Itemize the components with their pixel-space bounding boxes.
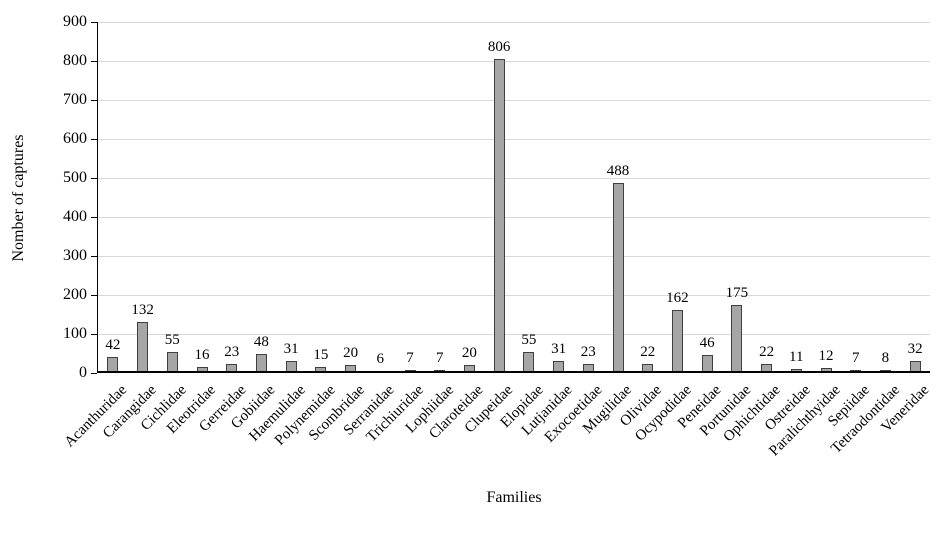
bar [731,304,743,373]
bar-value-label: 22 [640,344,656,361]
bar [107,356,119,373]
y-tick-mark [91,177,97,179]
gridline [98,60,930,62]
bar-value-label: 488 [606,162,630,179]
y-tick-label: 0 [79,364,87,381]
bar [196,366,208,373]
bar-value-label: 20 [343,345,359,362]
y-tick-mark [91,255,97,257]
bar [582,364,594,373]
bar-value-label: 7 [435,350,444,367]
bar-value-label: 23 [580,344,596,361]
bar-value-label: 55 [521,331,537,348]
bar [523,351,535,373]
y-axis-line [97,22,98,373]
bar-value-label: 7 [851,350,860,367]
y-tick-label: 900 [63,13,87,30]
bar-value-label: 6 [376,350,385,367]
bar [137,321,149,373]
gridline [98,138,930,140]
gridline [98,216,930,218]
bar-value-label: 23 [224,344,240,361]
bar-value-label: 32 [907,340,923,357]
bar-value-label: 48 [253,334,269,351]
y-tick-label: 500 [63,169,87,186]
bar [345,365,357,373]
bar-value-label: 175 [725,284,749,301]
bar [671,309,683,373]
bar [166,351,178,373]
gridline [98,177,930,179]
y-tick-mark [91,138,97,140]
bar [493,58,505,373]
bar [285,360,297,373]
y-tick-label: 400 [63,208,87,225]
gridline [98,21,930,23]
bar-value-label: 11 [789,348,804,365]
bar-value-label: 7 [406,350,414,367]
bar [820,368,832,373]
y-tick-label: 200 [63,286,87,303]
bar-value-label: 31 [283,340,299,357]
x-axis-line [97,371,930,373]
y-tick-mark [91,60,97,62]
y-tick-label: 300 [63,247,87,264]
y-tick-label: 100 [63,325,87,342]
gridline [98,99,930,101]
y-tick-mark [91,216,97,218]
bar [612,182,624,373]
bar-value-label: 806 [487,38,511,55]
bar-value-label: 15 [313,347,329,364]
bar [909,360,921,373]
bar [315,367,327,373]
y-tick-mark [91,294,97,296]
bar-value-label: 8 [881,349,890,366]
bar-value-label: 42 [105,336,121,353]
bar-value-label: 12 [818,348,834,365]
gridline [98,333,930,335]
bar [642,364,654,373]
bar-value-label: 22 [759,344,775,361]
bar-value-label: 20 [461,345,477,362]
y-tick-mark [91,21,97,23]
plot-area: 42 132 55 16 23 48 31 15 20 6 7 7 20 806 55 31 23 488 22 16… [98,21,930,373]
y-tick-mark [91,333,97,335]
bar-value-label: 162 [666,289,689,306]
bar [761,364,773,373]
gridline [98,294,930,296]
y-axis-title: Nomber of captures [10,134,27,262]
y-tick-label: 800 [63,52,87,69]
bar [463,365,475,373]
bar [701,355,713,373]
bar-value-label: 16 [194,346,210,363]
bar [790,368,802,373]
x-axis-title: Families [486,489,542,506]
y-tick-label: 700 [63,91,87,108]
bar [226,364,238,373]
bar [255,354,267,373]
gridline [98,255,930,257]
bar-value-label: 55 [164,331,180,348]
y-tick-mark [91,99,97,101]
bar-value-label: 31 [551,340,567,357]
bar [553,360,565,373]
y-tick-mark [91,372,97,374]
bar-value-label: 132 [131,301,154,318]
y-tick-label: 600 [63,130,87,147]
bar-value-label: 46 [699,335,715,352]
